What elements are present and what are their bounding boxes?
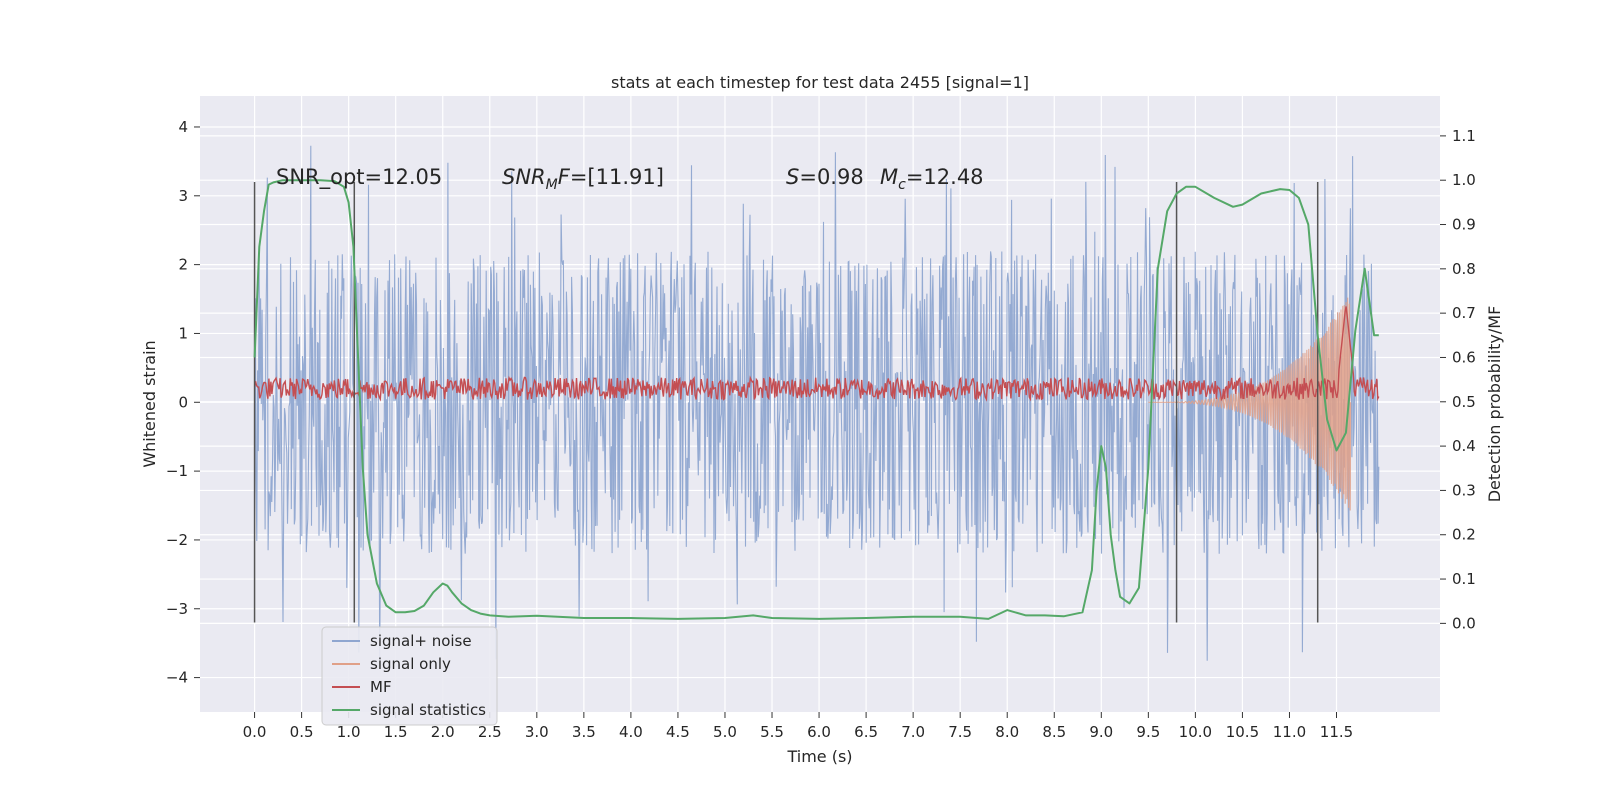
y-tick-label-left: 3 [178,187,188,205]
x-tick-label: 6.0 [807,723,831,741]
signal-statistics-line [253,179,1379,620]
x-tick-label: 8.0 [995,723,1019,741]
axis-ticks: 0.0 0.5 1.0 1.5 2.0 2.5 3.0 3.5 4.0 4.5 5.0 5.5 6.0 6… [166,118,1476,741]
x-tick-label: 11.0 [1273,723,1306,741]
x-tick-label: 7.0 [901,723,925,741]
x-tick-label: 0.0 [243,723,267,741]
y-tick-label-right: 0.0 [1452,614,1476,632]
series-mf [253,306,1380,402]
legend-box [321,626,498,726]
x-tick-label: 3.0 [525,723,549,741]
y-tick-label-left: 4 [178,118,188,136]
y-tick-label-left: 0 [178,393,188,411]
legend-label-signal-statistics: signal statistics [370,701,486,719]
x-tick-label: 5.5 [760,723,784,741]
annotation-snr-opt: SNR_opt=12.05 [276,165,442,190]
x-tick-label: 1.5 [384,723,408,741]
x-tick-label: 11.5 [1320,723,1353,741]
series-signal-noise [254,145,1380,661]
annotations: SNR_opt=12.05 SNRMF=[11.91] S=0.98 Mc=12… [276,165,984,193]
chart-title: stats at each timestep for test data 245… [611,73,1029,92]
annotation-mc-value: =12.48 [906,165,984,189]
grid [200,96,1440,712]
x-tick-label: 6.5 [854,723,878,741]
x-tick-label: 7.5 [948,723,972,741]
x-tick-label: 1.0 [337,723,361,741]
y-tick-label-left: 1 [178,324,188,342]
y-tick-label-left: −1 [166,462,188,480]
x-tick-label: 9.0 [1089,723,1113,741]
x-tick-label: 4.5 [666,723,690,741]
x-tick-label: 2.0 [431,723,455,741]
y-tick-label-right: 0.3 [1452,481,1476,499]
x-tick-label: 10.5 [1226,723,1259,741]
annotation-s-value: =0.98 [799,165,863,189]
mf-line [253,306,1380,402]
legend-label-signal-noise: signal+ noise [370,632,472,650]
x-tick-label: 8.5 [1042,723,1066,741]
legend-label-mf: MF [370,678,392,696]
x-tick-label: 4.0 [619,723,643,741]
y-tick-label-left: −3 [166,600,188,618]
y-tick-label-left: 2 [178,256,188,274]
y-tick-label-right: 0.2 [1452,526,1476,544]
x-tick-label: 10.0 [1179,723,1212,741]
signal-only-line [1148,297,1352,511]
x-tick-label: 2.5 [478,723,502,741]
y-tick-label-right: 0.4 [1452,437,1476,455]
x-tick-label: 9.5 [1136,723,1160,741]
y-tick-label-right: 0.5 [1452,393,1476,411]
x-tick-label: 0.5 [290,723,314,741]
x-tick-label: 5.0 [713,723,737,741]
y-axis-label-left: Whitened strain [140,340,159,467]
y-tick-label-right: 0.9 [1452,216,1476,234]
x-tick-label: 3.5 [572,723,596,741]
legend: signal+ noise signal only MF signal stat… [321,626,498,726]
annotation-snr-mf: SNRMF=[11.91] [502,165,664,193]
x-axis-label: Time (s) [786,747,852,766]
y-tick-label-right: 0.7 [1452,304,1476,322]
y-tick-label-right: 1.1 [1452,127,1476,145]
y-tick-label-right: 0.8 [1452,260,1476,278]
annotation-mc: Mc=12.48 [880,165,984,193]
y-tick-label-right: 0.6 [1452,348,1476,366]
y-tick-label-right: 1.0 [1452,171,1476,189]
y-tick-label-left: −4 [166,669,188,687]
annotation-snr-mf-value: =[11.91] [570,165,664,189]
legend-label-signal-only: signal only [370,655,451,673]
y-tick-label-left: −2 [166,531,188,549]
series-signal-statistics [253,179,1379,620]
series-signal-only [1148,297,1352,511]
y-tick-label-right: 0.1 [1452,570,1476,588]
y-axis-label-right: Detection probability/MF [1485,306,1504,503]
annotation-s: S=0.98 [786,165,864,189]
signal-noise-line [254,145,1380,661]
